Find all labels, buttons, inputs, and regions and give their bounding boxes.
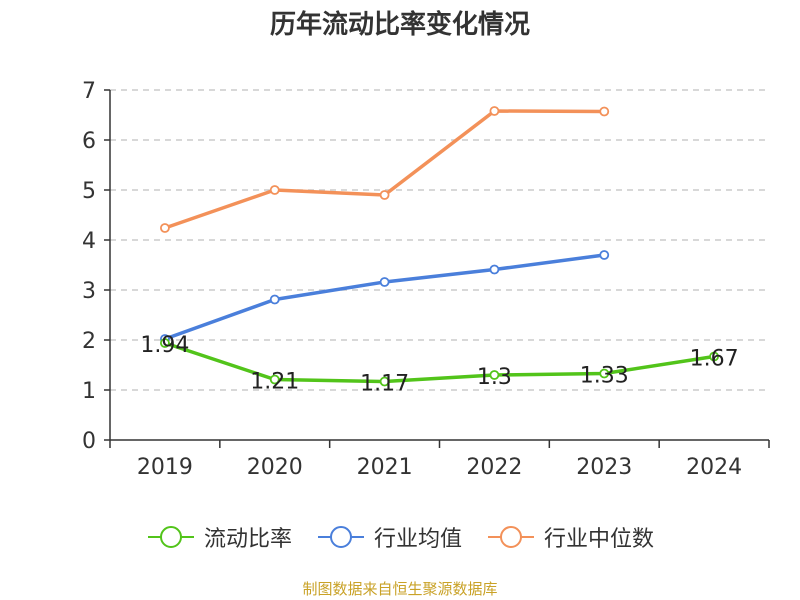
x-tick-label: 2020 bbox=[247, 455, 303, 480]
source-note: 制图数据来自恒生聚源数据库 bbox=[302, 580, 498, 598]
data-point bbox=[160, 338, 170, 348]
y-tick-label: 0 bbox=[82, 429, 96, 454]
y-tick-label: 1 bbox=[82, 379, 96, 404]
data-point bbox=[269, 185, 280, 195]
data-point bbox=[269, 374, 280, 385]
data-point bbox=[269, 294, 280, 305]
data-label: 1.21 bbox=[250, 370, 299, 395]
series-line-2 bbox=[163, 109, 606, 230]
y-tick-label: 6 bbox=[82, 129, 96, 154]
legend-line-circle-icon bbox=[488, 526, 534, 548]
legend-line-circle-icon bbox=[317, 526, 364, 548]
legend-label: 行业均值 bbox=[373, 527, 462, 552]
series-line-1 bbox=[163, 253, 606, 341]
y-tick-label: 2 bbox=[82, 329, 96, 354]
chart-title: 历年流动比率变化情况 bbox=[269, 10, 530, 40]
x-tick-label: 2019 bbox=[137, 455, 193, 480]
data-point bbox=[599, 106, 610, 117]
series-layer bbox=[160, 106, 719, 387]
data-point bbox=[709, 351, 719, 362]
legend-item-1[interactable]: 行业均值 bbox=[316, 521, 462, 553]
data-point bbox=[489, 106, 500, 116]
data-point bbox=[599, 250, 610, 260]
legend-line-circle-icon bbox=[147, 526, 194, 548]
legend-item-2[interactable]: 行业中位数 bbox=[486, 521, 654, 553]
axis-layer: 0 1 2 3 4 5 6 7 2019 2020 2021 2022 2023 2024 bbox=[82, 79, 770, 480]
data-label: 1.17 bbox=[360, 372, 409, 397]
data-point bbox=[489, 264, 500, 275]
data-point bbox=[489, 370, 500, 380]
y-tick-label: 3 bbox=[82, 279, 96, 304]
data-point bbox=[160, 223, 170, 233]
x-tick-label: 2022 bbox=[466, 455, 522, 480]
series-line-0 bbox=[163, 341, 716, 384]
data-label: 1.33 bbox=[580, 364, 629, 389]
data-label-layer: 1.94 1.21 1.17 1.3 1.33 1.67 bbox=[140, 333, 738, 397]
y-tick-label: 7 bbox=[82, 79, 96, 104]
data-point bbox=[599, 368, 610, 379]
y-tick-label: 4 bbox=[82, 229, 96, 254]
data-label: 1.94 bbox=[140, 333, 189, 358]
grid-layer bbox=[110, 89, 769, 391]
data-label: 1.67 bbox=[690, 347, 739, 372]
x-tick-label: 2024 bbox=[686, 455, 742, 480]
x-tick-label: 2021 bbox=[357, 455, 413, 480]
legend-label: 行业中位数 bbox=[544, 527, 655, 552]
legend-item-0[interactable]: 流动比率 bbox=[146, 521, 292, 553]
legend: 流动比率 行业均值 行业中位数 bbox=[0, 520, 800, 554]
data-label: 1.3 bbox=[477, 365, 512, 390]
data-point bbox=[379, 277, 390, 287]
x-tick-label: 2023 bbox=[576, 455, 632, 480]
y-tick-label: 5 bbox=[82, 179, 96, 204]
data-point bbox=[379, 190, 390, 200]
data-point bbox=[379, 376, 390, 387]
legend-label: 流动比率 bbox=[203, 527, 292, 552]
